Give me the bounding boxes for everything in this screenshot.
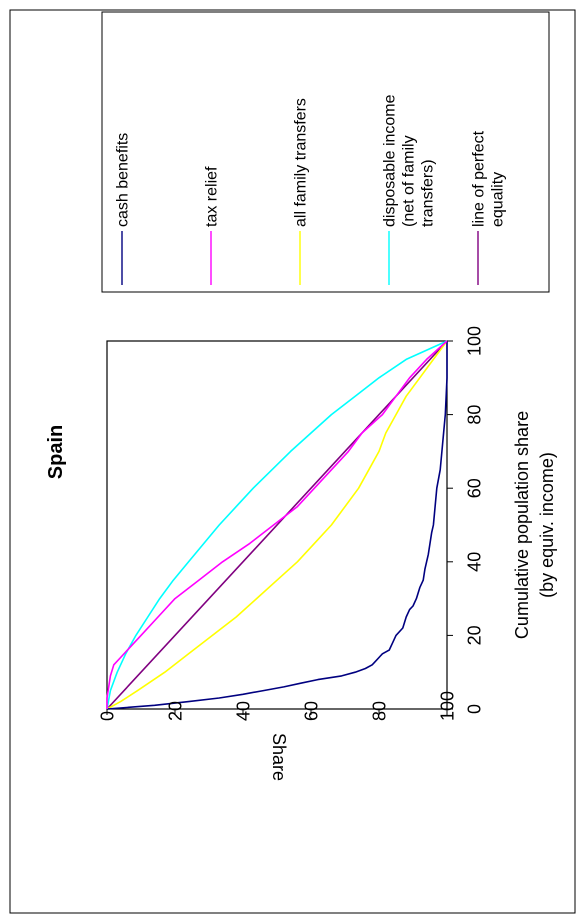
series-line-0 [106, 341, 448, 710]
y-tick-label: 60 [301, 701, 321, 721]
legend-label: disposable income [382, 94, 399, 227]
legend-label: equality [490, 172, 507, 227]
x-axis-label-line-1: Cumulative population share [512, 411, 532, 639]
y-tick-label: 40 [233, 701, 253, 721]
x-tick-label: 60 [464, 478, 484, 498]
x-axis-ticks: 0 20 40 60 80 100 [447, 326, 484, 714]
y-tick-label: 100 [437, 691, 457, 721]
y-tick-label: 20 [165, 701, 185, 721]
y-axis-label: Share [269, 733, 289, 781]
y-tick-label: 80 [369, 701, 389, 721]
legend-label: line of perfect [471, 130, 488, 227]
series-line-4 [106, 340, 448, 710]
series-layer [106, 340, 448, 710]
x-tick-label: 0 [464, 704, 484, 714]
x-tick-label: 100 [464, 326, 484, 356]
x-axis-label-line-2: (by equiv. income) [537, 452, 557, 598]
series-line-1 [106, 340, 448, 709]
legend-label: tax relief [204, 166, 221, 227]
x-tick-label: 40 [464, 552, 484, 572]
chart-title: Spain [45, 425, 67, 479]
legend-box [101, 11, 550, 293]
legend-label: all family transfers [293, 98, 310, 227]
legend: cash benefits tax relief all family transf… [115, 94, 507, 285]
y-axis-ticks: 0 20 40 60 80 100 [97, 691, 457, 721]
legend-label: transfers) [420, 159, 437, 227]
x-tick-label: 20 [464, 625, 484, 645]
y-tick-label: 0 [97, 711, 117, 721]
series-line-2 [106, 340, 448, 710]
x-tick-label: 80 [464, 405, 484, 425]
legend-label: (net of family [401, 135, 418, 227]
legend-label: cash benefits [115, 133, 132, 227]
